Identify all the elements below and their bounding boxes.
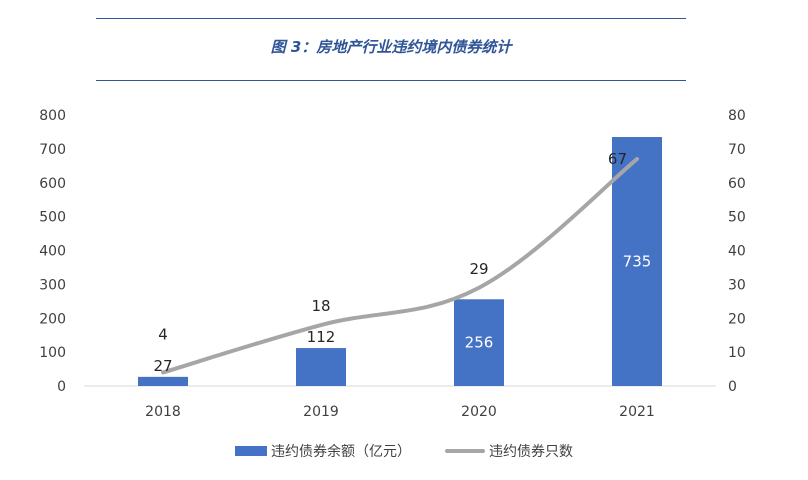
line-value-label: 29: [469, 260, 488, 278]
y-right-tick-label: 30: [728, 277, 746, 293]
title-bottom-rule: [96, 80, 686, 81]
legend-bar-swatch: [235, 446, 267, 456]
bar-2020: [454, 299, 504, 386]
y-right-tick-label: 50: [728, 210, 746, 226]
y-left-tick-label: 300: [39, 277, 66, 293]
y-right-tick-label: 40: [728, 244, 746, 260]
legend-item-bar: 违约债券余额（亿元）: [235, 441, 411, 461]
legend-line-label: 违约债券只数: [489, 444, 573, 460]
y-right-tick-label: 0: [728, 379, 737, 395]
legend-bar-label: 违约债券余额（亿元）: [271, 444, 411, 460]
y-left-tick-label: 200: [39, 311, 66, 327]
bar-2021: [612, 137, 662, 386]
y-left-tick-label: 400: [39, 244, 66, 260]
y-left-tick-label: 700: [39, 142, 66, 158]
y-right-tick-label: 10: [728, 345, 746, 361]
y-right-tick-label: 60: [728, 176, 746, 192]
y-left-tick-label: 500: [39, 210, 66, 226]
bar-value-label: 735: [623, 253, 652, 271]
line-value-label: 18: [311, 297, 330, 315]
line-series-count: [161, 157, 639, 375]
bar-value-label: 112: [307, 328, 336, 346]
bar-2018: [138, 376, 188, 386]
legend: 违约债券余额（亿元） 违约债券只数: [0, 441, 808, 461]
x-tick-label: 2021: [619, 404, 655, 420]
y-left-tick-label: 0: [57, 379, 66, 395]
y-right-tick-label: 20: [728, 311, 746, 327]
title-top-rule: [96, 18, 686, 19]
chart-title: 图 3：房地产行业违约境内债券统计: [270, 38, 512, 56]
y-left-tick-label: 600: [39, 176, 66, 192]
bar-value-label: 256: [465, 334, 494, 352]
bar-value-label: 27: [153, 357, 172, 375]
legend-item-line: 违约债券只数: [445, 441, 573, 461]
bar-2019: [296, 348, 346, 386]
line-value-label: 67: [608, 150, 627, 168]
y-left-tick-label: 100: [39, 345, 66, 361]
x-tick-label: 2019: [303, 404, 339, 420]
line-value-label: 4: [158, 325, 168, 343]
y-right-tick-label: 80: [728, 108, 746, 124]
x-tick-label: 2018: [145, 404, 181, 420]
x-tick-label: 2020: [461, 404, 497, 420]
y-right-tick-label: 70: [728, 142, 746, 158]
y-left-tick-label: 800: [39, 108, 66, 124]
legend-line-swatch: [445, 449, 485, 453]
